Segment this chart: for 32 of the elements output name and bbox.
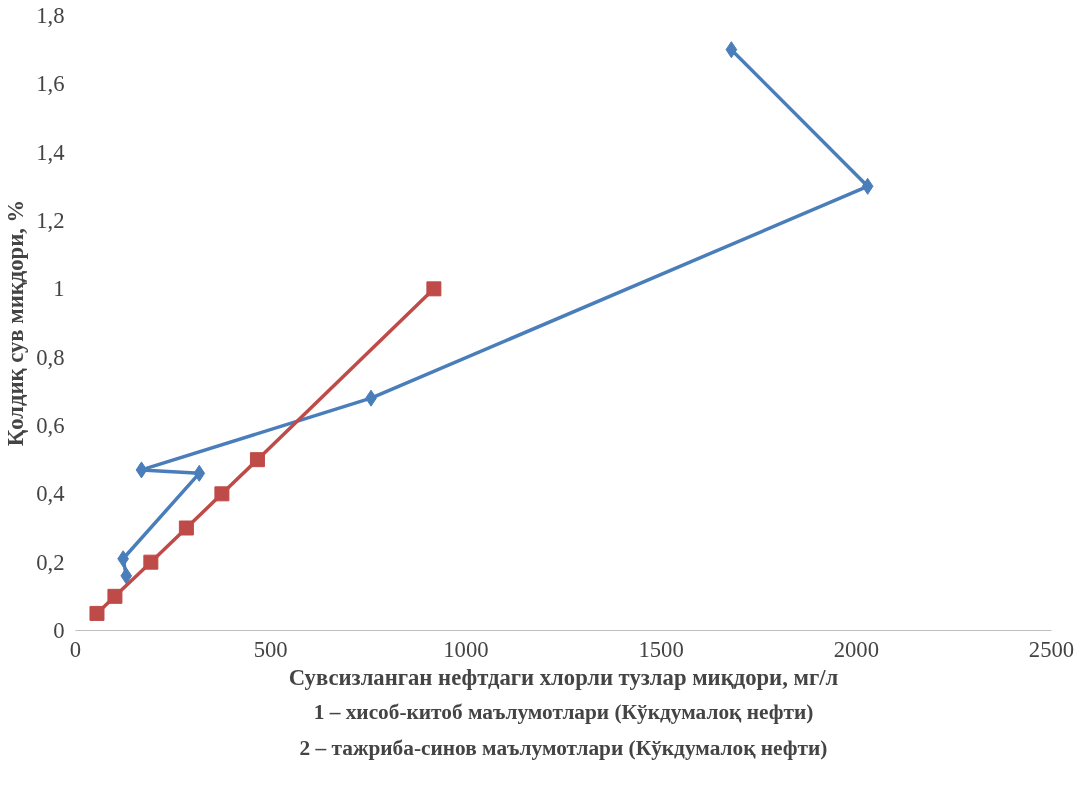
point — [120, 567, 133, 585]
point — [135, 461, 148, 479]
y-tick-label: 1 — [53, 276, 65, 302]
point — [249, 452, 265, 468]
point — [89, 605, 105, 621]
point — [861, 177, 874, 195]
x-tick-label: 500 — [253, 636, 288, 662]
text: 2 – тажриба-синов маълумотлари (Кўкдумалоқ нефти) — [299, 735, 828, 760]
point — [214, 486, 230, 502]
y-tick-label: 0,4 — [36, 481, 65, 507]
y-tick-label: 1,2 — [36, 208, 65, 233]
x-tick-label: 1000 — [443, 636, 489, 662]
point — [107, 588, 123, 604]
point — [193, 464, 206, 482]
point — [178, 520, 194, 536]
x-tick-label: 2000 — [833, 636, 879, 662]
y-tick-label: 1,4 — [36, 139, 65, 165]
x-tick-label: 1500 — [638, 636, 684, 662]
y-tick-label: 0 — [53, 618, 65, 643]
y-tick-label: 0,6 — [36, 413, 65, 438]
y-tick-label: 1,8 — [36, 3, 65, 28]
text: 1 – хисоб-китоб маълумотлари (Кўкдумалоқ нефти) — [313, 699, 814, 724]
x-tick-label: 2500 — [1028, 636, 1075, 662]
point — [143, 554, 159, 570]
x-tick-label: 0 — [69, 636, 82, 662]
y-axis-title: Қолдиқ сув миқдори, % — [3, 199, 29, 447]
point — [725, 41, 738, 59]
y-tick-label: 1,6 — [36, 71, 65, 97]
x-axis-title: Сувсизланган нефтдаги хлорли тузлар миқдори, мг/л — [288, 664, 839, 690]
point — [426, 281, 442, 297]
y-tick-label: 0,2 — [36, 549, 65, 575]
y-tick-label: 0,8 — [36, 344, 65, 370]
